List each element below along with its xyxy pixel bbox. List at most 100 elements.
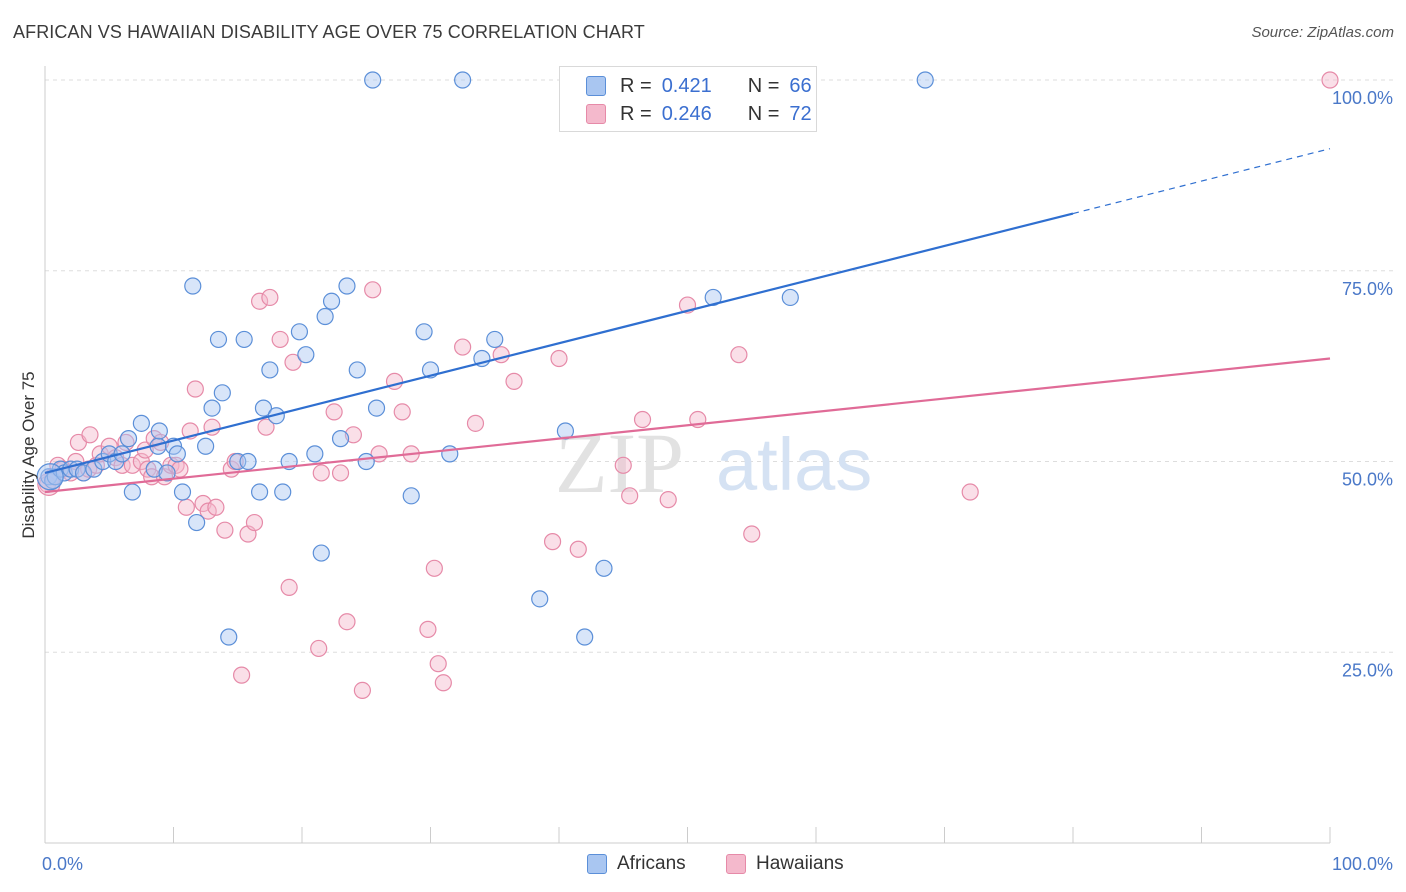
gridlines xyxy=(45,79,1395,653)
africans-point xyxy=(132,414,150,432)
hawaiians-point xyxy=(233,666,251,684)
africans-point xyxy=(531,590,549,608)
legend-item-hawaiians[interactable]: Hawaiians xyxy=(726,852,844,876)
hawaiians-r-value: 0.246 xyxy=(661,102,712,125)
r-label: R = xyxy=(620,102,652,125)
africans-points xyxy=(36,71,934,646)
africans-point xyxy=(209,330,228,349)
x-tick-label: 0.0% xyxy=(42,854,83,874)
hawaiians-point xyxy=(730,346,748,364)
africans-swatch xyxy=(586,76,606,96)
africans-point xyxy=(364,71,382,89)
legend-row-africans: R = 0.421 N = 66 xyxy=(586,73,812,99)
tick-labels: 25.0% 50.0% 75.0% 100.0% 0.0% 100.0% xyxy=(42,88,1393,874)
africans-point xyxy=(331,430,350,448)
africans-legend-swatch xyxy=(587,854,607,874)
africans-point xyxy=(415,323,433,341)
hawaiians-swatch xyxy=(586,104,606,124)
africans-point xyxy=(145,460,163,478)
axes xyxy=(44,66,1331,844)
hawaiians-point xyxy=(1321,71,1339,89)
hawaiians-point xyxy=(177,498,195,516)
n-label: N = xyxy=(747,74,780,97)
hawaiians-point xyxy=(280,578,298,596)
africans-point xyxy=(220,628,238,646)
africans-point xyxy=(235,330,253,349)
hawaiians-point xyxy=(621,487,639,505)
y-axis-label: Disability Age Over 75 xyxy=(19,371,38,538)
hawaiians-point xyxy=(614,456,632,474)
africans-point xyxy=(454,71,472,89)
africans-point xyxy=(173,483,192,501)
africans-r-value: 0.421 xyxy=(661,74,712,97)
hawaiians-n-value: 72 xyxy=(789,102,812,125)
y-tick-label: 75.0% xyxy=(1342,279,1393,299)
hawaiians-point xyxy=(505,372,523,390)
africans-point xyxy=(119,430,138,448)
africans-trend-extension xyxy=(1072,148,1331,215)
africans-point xyxy=(316,307,334,326)
y-tick-label: 100.0% xyxy=(1332,88,1393,108)
africans-point xyxy=(357,452,375,471)
africans-point xyxy=(261,361,279,379)
africans-point xyxy=(74,464,93,482)
africans-point xyxy=(367,399,386,417)
africans-point xyxy=(322,292,341,310)
hawaiians-point xyxy=(364,281,382,299)
africans-legend-label: Africans xyxy=(617,853,686,874)
africans-point xyxy=(123,483,141,501)
hawaiians-point xyxy=(245,513,264,532)
hawaiians-point xyxy=(454,338,472,356)
africans-point xyxy=(184,277,202,295)
hawaiians-legend-label: Hawaiians xyxy=(756,853,844,874)
africans-point xyxy=(36,463,64,491)
hawaiians-point xyxy=(434,674,452,692)
africans-point xyxy=(239,452,257,471)
hawaiians-point xyxy=(743,525,761,543)
hawaiians-point xyxy=(81,426,99,444)
hawaiians-point xyxy=(419,620,437,638)
africans-point xyxy=(312,544,330,562)
y-tick-label: 50.0% xyxy=(1342,470,1393,490)
africans-point xyxy=(290,323,309,341)
africans-point xyxy=(188,513,206,532)
x-tick-label: 100.0% xyxy=(1332,854,1393,874)
chart-title: AFRICAN VS HAWAIIAN DISABILITY AGE OVER … xyxy=(13,22,645,42)
africans-point xyxy=(203,399,221,417)
watermark: ZIP atlas xyxy=(555,415,872,511)
hawaiians-point xyxy=(284,353,302,371)
hawaiians-point xyxy=(393,403,411,421)
hawaiians-point xyxy=(261,288,279,307)
hawaiians-points xyxy=(37,71,1339,700)
y-tick-label: 25.0% xyxy=(1342,660,1393,680)
africans-point xyxy=(250,483,269,501)
hawaiians-point xyxy=(344,426,362,444)
hawaiians-point xyxy=(353,681,371,700)
hawaiians-point xyxy=(338,613,356,631)
hawaiians-point xyxy=(466,414,485,432)
hawaiians-point xyxy=(325,403,343,421)
hawaiians-point xyxy=(250,292,269,310)
watermark-atlas: atlas xyxy=(716,423,872,506)
africans-point xyxy=(254,399,273,417)
hawaiians-point xyxy=(550,349,568,368)
r-label: R = xyxy=(620,74,652,97)
hawaiians-point xyxy=(659,491,677,509)
hawaiians-trend-line xyxy=(44,357,1331,494)
hawaiians-point xyxy=(199,502,217,520)
africans-point xyxy=(486,330,504,349)
legend-item-africans[interactable]: Africans xyxy=(587,852,686,876)
africans-point xyxy=(168,445,186,463)
trend-lines xyxy=(44,148,1331,494)
hawaiians-point xyxy=(633,410,652,429)
hawaiians-point xyxy=(216,521,234,539)
africans-point xyxy=(576,628,594,646)
hawaiians-point xyxy=(961,483,979,501)
n-label: N = xyxy=(747,102,780,125)
source-credit: Source: ZipAtlas.com xyxy=(1251,24,1394,41)
africans-trend-line xyxy=(44,212,1074,475)
hawaiians-point xyxy=(429,655,447,673)
hawaiians-point xyxy=(186,380,204,398)
legend-row-hawaiians: R = 0.246 N = 72 xyxy=(586,101,812,127)
